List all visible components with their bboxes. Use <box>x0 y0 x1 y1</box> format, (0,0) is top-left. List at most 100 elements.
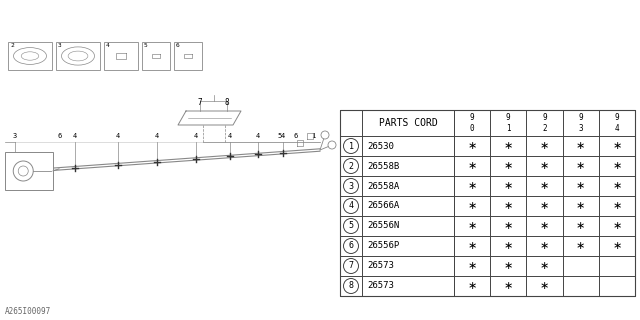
Text: 26558B: 26558B <box>367 162 399 171</box>
Text: ∗: ∗ <box>504 281 513 291</box>
Text: 4: 4 <box>155 133 159 139</box>
Circle shape <box>344 219 358 234</box>
Text: 5: 5 <box>349 221 353 230</box>
Text: ∗: ∗ <box>540 161 549 171</box>
Text: 4: 4 <box>194 133 198 139</box>
Text: ∗: ∗ <box>540 181 549 191</box>
Text: ∗: ∗ <box>504 181 513 191</box>
Circle shape <box>13 161 33 181</box>
Circle shape <box>344 259 358 274</box>
Circle shape <box>344 139 358 154</box>
Text: ∗: ∗ <box>467 181 477 191</box>
Text: ∗: ∗ <box>467 201 477 211</box>
Text: 26566A: 26566A <box>367 202 399 211</box>
Text: ∗: ∗ <box>467 161 477 171</box>
Text: 9
3: 9 3 <box>579 113 583 133</box>
Ellipse shape <box>13 48 47 64</box>
Text: 7: 7 <box>349 261 353 270</box>
Text: ∗: ∗ <box>612 241 621 251</box>
Text: ∗: ∗ <box>504 201 513 211</box>
Bar <box>340 110 635 296</box>
Text: ∗: ∗ <box>576 241 586 251</box>
Text: ∗: ∗ <box>467 141 477 151</box>
Text: ∗: ∗ <box>540 221 549 231</box>
Text: ∗: ∗ <box>504 241 513 251</box>
Text: 4: 4 <box>256 133 260 139</box>
Text: 2: 2 <box>349 162 353 171</box>
Text: ∗: ∗ <box>504 261 513 271</box>
Text: ∗: ∗ <box>612 181 621 191</box>
Bar <box>104 42 138 70</box>
Text: 4: 4 <box>73 133 77 139</box>
Text: 26573: 26573 <box>367 282 394 291</box>
Circle shape <box>321 131 329 139</box>
Circle shape <box>344 198 358 213</box>
Text: 3: 3 <box>349 181 353 190</box>
Text: 9
4: 9 4 <box>614 113 620 133</box>
Text: ∗: ∗ <box>540 281 549 291</box>
Text: 9
1: 9 1 <box>506 113 511 133</box>
Text: 6: 6 <box>349 242 353 251</box>
Text: ∗: ∗ <box>612 161 621 171</box>
Text: 26530: 26530 <box>367 141 394 150</box>
Circle shape <box>344 238 358 253</box>
Text: ∗: ∗ <box>504 161 513 171</box>
Text: 5: 5 <box>278 133 282 139</box>
Text: ∗: ∗ <box>504 141 513 151</box>
Text: 3: 3 <box>13 133 17 139</box>
Text: 3: 3 <box>58 43 61 48</box>
Text: ∗: ∗ <box>612 221 621 231</box>
Text: 4: 4 <box>349 202 353 211</box>
Text: ∗: ∗ <box>467 281 477 291</box>
Text: 4: 4 <box>228 133 232 139</box>
Text: 6: 6 <box>294 133 298 139</box>
Text: 7: 7 <box>197 98 202 107</box>
Bar <box>8 42 52 70</box>
Bar <box>56 42 100 70</box>
Text: ∗: ∗ <box>576 201 586 211</box>
Text: 26573: 26573 <box>367 261 394 270</box>
Text: ∗: ∗ <box>540 141 549 151</box>
Text: 4: 4 <box>281 133 285 139</box>
Circle shape <box>344 278 358 293</box>
Text: ∗: ∗ <box>612 141 621 151</box>
Text: PARTS CORD: PARTS CORD <box>379 118 437 128</box>
Bar <box>174 42 202 70</box>
Text: 4: 4 <box>116 133 120 139</box>
Text: 5: 5 <box>144 43 148 48</box>
Text: 8: 8 <box>349 282 353 291</box>
Text: 8: 8 <box>225 98 230 107</box>
Circle shape <box>344 179 358 194</box>
Text: 1: 1 <box>311 133 315 139</box>
Text: 26556P: 26556P <box>367 242 399 251</box>
Text: 4: 4 <box>106 43 109 48</box>
Text: 9
0: 9 0 <box>470 113 474 133</box>
Text: 26556N: 26556N <box>367 221 399 230</box>
Text: ∗: ∗ <box>467 261 477 271</box>
Ellipse shape <box>21 52 39 60</box>
Circle shape <box>344 158 358 173</box>
Text: ∗: ∗ <box>576 161 586 171</box>
Text: ∗: ∗ <box>576 221 586 231</box>
Text: ∗: ∗ <box>576 181 586 191</box>
Text: ∗: ∗ <box>540 201 549 211</box>
Text: 26558A: 26558A <box>367 181 399 190</box>
Text: ∗: ∗ <box>612 201 621 211</box>
Circle shape <box>19 166 28 176</box>
Text: ∗: ∗ <box>467 241 477 251</box>
Text: ∗: ∗ <box>467 221 477 231</box>
Text: ∗: ∗ <box>540 241 549 251</box>
Text: 6: 6 <box>58 133 62 139</box>
Ellipse shape <box>61 47 95 65</box>
Text: A265I00097: A265I00097 <box>5 307 51 316</box>
Text: ∗: ∗ <box>540 261 549 271</box>
Ellipse shape <box>68 51 88 61</box>
Bar <box>142 42 170 70</box>
Text: 6: 6 <box>176 43 180 48</box>
Text: 2: 2 <box>10 43 13 48</box>
Text: 9
2: 9 2 <box>542 113 547 133</box>
Circle shape <box>328 141 336 149</box>
Text: ∗: ∗ <box>576 141 586 151</box>
Bar <box>5 152 53 190</box>
Text: 1: 1 <box>349 141 353 150</box>
